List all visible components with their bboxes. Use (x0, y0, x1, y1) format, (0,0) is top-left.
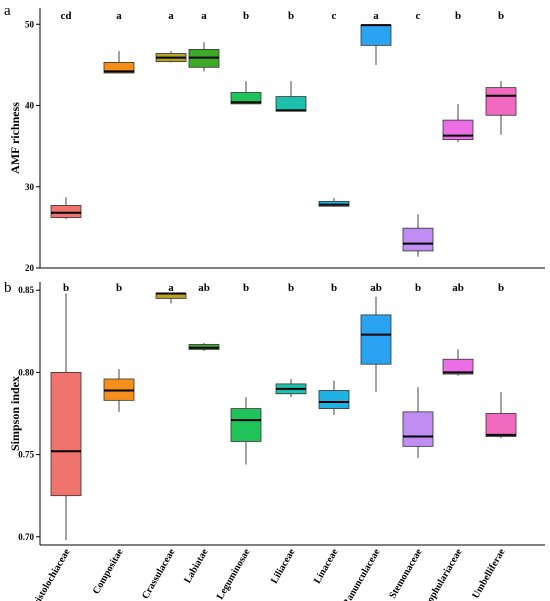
panel-a-letter-leguminosae: b (243, 10, 249, 22)
panel-a-letter-linaceae: c (332, 10, 337, 22)
panel-b-box-stemonaceae-iqr (402, 411, 434, 447)
panel-b-box-umbelliferae-iqr (485, 413, 517, 437)
panel-b-box-crassulaceae (155, 292, 187, 304)
panel-b-box-liliaceae (275, 378, 307, 398)
panel-b-box-scrophulariaceae (442, 349, 474, 376)
panel-a-letter-umbelliferae: b (498, 10, 504, 22)
panel-a-box-scrophulariaceae-iqr (442, 119, 474, 141)
panel-a-box-crassulaceae (155, 51, 187, 63)
x-tick-label-aristolochiaceae: Aristolochiaceae (28, 547, 73, 601)
panel-a-box-ranunculaceae-iqr (360, 24, 392, 46)
panel-b-box-umbelliferae (485, 392, 517, 439)
panel-b-box-compositae (103, 369, 135, 412)
panel-a-letter-ranunculaceae: a (373, 10, 379, 22)
panel-b-significance-letters: b b a ab b b b ab b ab b (63, 282, 504, 294)
panel-b-letter-liliaceae: b (288, 282, 294, 294)
x-tick-label-crassulaceae: Crassulaceae (140, 547, 178, 601)
panel-a-box-linaceae (318, 198, 350, 207)
panel-a-box-stemonaceae (402, 214, 434, 257)
panel-a-box-liliaceae (275, 81, 307, 112)
x-tick-label-liliaceae: Liliaceae (269, 547, 298, 586)
panel-a-box-labiatae (188, 42, 220, 72)
panel-a-box-ranunculaceae (360, 24, 392, 65)
panel-a-letter-liliaceae: b (288, 10, 294, 22)
panel-b-box-leguminosae-iqr (230, 408, 262, 442)
panel-b-box-aristolochiaceae-iqr (50, 372, 82, 497)
panel-a-box-leguminosae-iqr (230, 92, 262, 105)
panel-a-box-liliaceae-iqr (275, 96, 307, 112)
panel-a-y-tick-label: 20 (25, 263, 35, 273)
panel-a-y-ticks: 20 30 40 50 (25, 19, 40, 273)
panel-b-y-tick-label: 0.75 (18, 450, 34, 460)
panel-a-y-tick-label: 30 (25, 182, 35, 192)
panel-b-box-labiatae (188, 342, 220, 352)
panel-b-box-scrophulariaceae-iqr (442, 358, 474, 375)
x-tick-label-linaceae: Linaceae (312, 547, 341, 586)
panel-b-box-aristolochiaceae (50, 293, 82, 541)
x-tick-label-labiatae: Labiatae (182, 547, 211, 586)
panel-b-y-axis-label: Simpson index (8, 376, 22, 451)
panel-b-letter-ranunculaceae: ab (370, 282, 382, 294)
panel-a-box-leguminosae (230, 81, 262, 105)
panel-b-box-leguminosae (230, 397, 262, 465)
panel-b-box-ranunculaceae-iqr (360, 314, 392, 365)
panel-a-box-umbelliferae (485, 81, 517, 135)
panel-a-y-axis-label: AMF richness (8, 102, 22, 174)
panel-a-label: a (4, 3, 11, 19)
panel-b-label: b (4, 280, 12, 296)
panel-b-letter-linaceae: b (331, 282, 337, 294)
panel-a-box-umbelliferae-iqr (485, 87, 517, 116)
x-tick-label-leguminosae: Leguminosae (215, 547, 253, 601)
panel-a-letter-aristolochiaceae: cd (61, 10, 72, 22)
panel-a-box-compositae (103, 51, 135, 74)
panel-b-letter-stemonaceae: b (415, 282, 421, 294)
panel-b-letter-aristolochiaceae: b (63, 282, 69, 294)
x-tick-label-scrophulariaceae: Scrophulariaceae (418, 547, 465, 601)
x-tick-label-stemonaceae: Stemonaceae (387, 547, 425, 601)
panel-a-y-tick-label: 50 (25, 19, 35, 29)
panel-b-box-stemonaceae (402, 387, 434, 458)
panel-a-boxes (50, 24, 517, 257)
panel-b-y-tick-label: 0.70 (18, 532, 34, 542)
x-tick-label-compositae: Compositae (91, 547, 126, 597)
panel-a-letter-compositae: a (116, 10, 122, 22)
panel-b-box-ranunculaceae (360, 296, 392, 393)
panel-a-letter-scrophulariaceae: b (455, 10, 461, 22)
panel-a-box-aristolochiaceae (50, 197, 82, 220)
panel-b-box-linaceae-iqr (318, 390, 350, 409)
panel-b-y-ticks: 0.70 0.75 0.80 0.85 (18, 285, 40, 542)
panel-a-box-stemonaceae-iqr (402, 227, 434, 252)
x-tick-label-ranunculaceae: Ranunculaceae (341, 547, 383, 601)
panel-a-box-scrophulariaceae (442, 103, 474, 143)
panel-b-letter-umbelliferae: b (498, 282, 504, 294)
panel-a-box-compositae-iqr (103, 62, 135, 74)
panel-a-letter-crassulaceae: a (168, 10, 174, 22)
panel-a-y-tick-label: 40 (25, 101, 35, 111)
panel-b-y-tick-label: 0.85 (18, 285, 34, 295)
panel-b-letter-scrophulariaceae: ab (452, 282, 464, 294)
panel-a-letter-stemonaceae: c (416, 10, 421, 22)
panel-a-box-aristolochiaceae-iqr (50, 205, 82, 219)
panel-a-letter-labiatae: a (201, 10, 207, 22)
panel-b-letter-compositae: b (116, 282, 122, 294)
panel-b-box-linaceae (318, 380, 350, 416)
panel-b-simpson: b Simpson index 0.700.750.800.85 b b a ab b b… (4, 280, 545, 601)
panel-b-y-tick-label: 0.80 (18, 367, 34, 377)
panel-b-letter-leguminosae: b (243, 282, 249, 294)
panel-a-significance-letters: cd a a a b b c a c b b (61, 10, 505, 22)
panel-b-letter-crassulaceae: a (168, 282, 174, 294)
panel-a-richness: a AMF richness 20 30 40 50 cd a a a b b c a c b b (4, 3, 545, 273)
panel-b-letter-labiatae: ab (198, 282, 210, 294)
x-tick-labels: Aristolochiaceae Compositae Crassulaceae La… (28, 547, 508, 601)
x-tick-label-umbelliferae: Umbelliferae (470, 547, 508, 601)
panel-b-boxes (50, 292, 517, 541)
